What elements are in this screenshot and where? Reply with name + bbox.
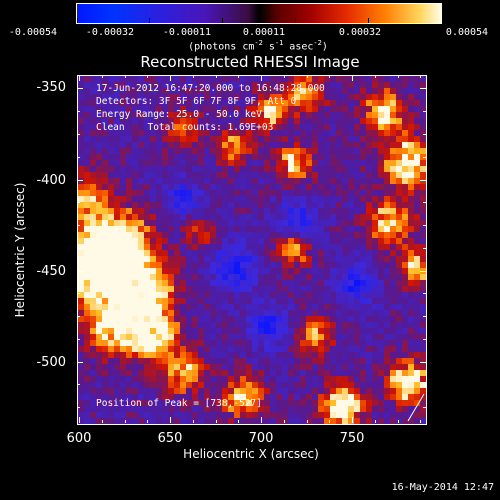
time-range-annotation: 17-Jun-2012 16:47:20.000 to 16:48:28.000: [96, 83, 325, 94]
y-axis-tick: [77, 180, 83, 181]
x-axis-tick: [238, 420, 239, 423]
y-axis-tick: [77, 384, 80, 385]
colorbar-tick-label: -0.00054: [8, 27, 58, 38]
colorbar-tick-label: -0.00032: [85, 27, 135, 38]
y-axis-tick: [420, 180, 426, 181]
x-axis-tick: [102, 420, 103, 423]
x-axis-tick: [352, 75, 353, 81]
y-axis-tick: [77, 134, 80, 135]
y-axis-tick: [77, 88, 83, 89]
y-axis-tick: [423, 111, 426, 112]
x-axis-tick: [147, 75, 148, 78]
colorbar-unit-label: (photons cm-2 s-1 asec-2): [188, 39, 328, 53]
colorbar-tick-label: 0.00032: [338, 27, 382, 38]
colorbar-tick-label: 0.00011: [242, 27, 286, 38]
y-tick-label: -500: [36, 355, 66, 370]
timestamp: 16-May-2014 12:47: [391, 482, 494, 493]
x-tick-label: 750: [339, 431, 365, 446]
y-axis-tick: [423, 202, 426, 203]
x-axis-tick: [216, 420, 217, 423]
y-axis-tick: [420, 271, 426, 272]
x-axis-tick: [125, 75, 126, 78]
y-axis-tick: [423, 248, 426, 249]
clean-counts-annotation: Clean Total counts: 1.69E+03: [96, 122, 274, 133]
energy-range-annotation: Energy Range: 25.0 - 50.0 keV: [96, 109, 262, 120]
x-axis-tick: [375, 75, 376, 78]
x-axis-tick: [238, 75, 239, 78]
x-axis-tick: [307, 75, 308, 78]
x-axis-tick: [79, 75, 80, 81]
detectors-annotation: Detectors: 3F 5F 6F 7F 8F 9F, Att 0: [96, 96, 297, 107]
y-axis-tick: [420, 362, 426, 363]
heatmap-image: [78, 76, 426, 424]
x-axis-tick: [284, 420, 285, 423]
x-tick-label: 650: [157, 431, 183, 446]
y-axis-tick: [77, 362, 83, 363]
x-axis-tick: [398, 420, 399, 423]
y-axis-tick: [423, 293, 426, 294]
x-axis-tick: [420, 75, 421, 78]
colorbar-tick-label: -0.00011: [162, 27, 212, 38]
x-axis-tick: [329, 420, 330, 423]
y-axis-tick: [423, 157, 426, 158]
y-axis-tick: [423, 339, 426, 340]
y-axis-tick: [423, 407, 426, 408]
x-axis-tick: [147, 420, 148, 423]
y-axis-tick: [77, 248, 80, 249]
x-axis-tick: [79, 417, 80, 423]
rhessi-image-plot: 17-Jun-2012 16:47:20.000 to 16:48:28.000…: [77, 75, 427, 425]
x-axis-tick: [125, 420, 126, 423]
y-axis-tick: [420, 88, 426, 89]
x-tick-label: 600: [66, 431, 92, 446]
y-axis-tick: [423, 384, 426, 385]
x-axis-tick: [352, 417, 353, 423]
x-axis-tick: [261, 75, 262, 81]
x-axis-tick: [193, 75, 194, 78]
y-axis-label: Heliocentric Y (arcsec): [13, 182, 27, 318]
colorbar: [76, 3, 442, 24]
y-axis-tick: [77, 316, 80, 317]
x-axis-tick: [170, 417, 171, 423]
y-axis-tick: [423, 316, 426, 317]
y-axis-tick: [77, 271, 83, 272]
y-axis-tick: [77, 202, 80, 203]
x-axis-label: Heliocentric X (arcsec): [183, 447, 319, 461]
x-axis-tick: [375, 420, 376, 423]
x-axis-tick: [284, 75, 285, 78]
colorbar-tick-label: 0.00054: [445, 27, 489, 38]
x-axis-tick: [307, 420, 308, 423]
x-axis-tick: [102, 75, 103, 78]
y-tick-label: -450: [36, 264, 66, 279]
x-axis-tick: [398, 75, 399, 78]
y-tick-label: -400: [36, 173, 66, 188]
y-axis-tick: [77, 339, 80, 340]
y-axis-tick: [77, 225, 80, 226]
y-axis-tick: [77, 157, 80, 158]
y-axis-tick: [77, 111, 80, 112]
y-tick-label: -350: [36, 80, 66, 95]
limb-line: [407, 393, 425, 422]
y-axis-tick: [77, 407, 80, 408]
y-axis-tick: [423, 134, 426, 135]
x-tick-label: 700: [248, 431, 274, 446]
x-axis-tick: [420, 420, 421, 423]
x-axis-tick: [329, 75, 330, 78]
plot-title: Reconstructed RHESSI Image: [140, 53, 360, 71]
y-axis-tick: [77, 293, 80, 294]
peak-position-annotation: Position of Peak = [738,-527]: [96, 398, 262, 409]
x-axis-tick: [261, 417, 262, 423]
x-axis-tick: [216, 75, 217, 78]
x-axis-tick: [170, 75, 171, 81]
y-axis-tick: [423, 225, 426, 226]
x-axis-tick: [193, 420, 194, 423]
